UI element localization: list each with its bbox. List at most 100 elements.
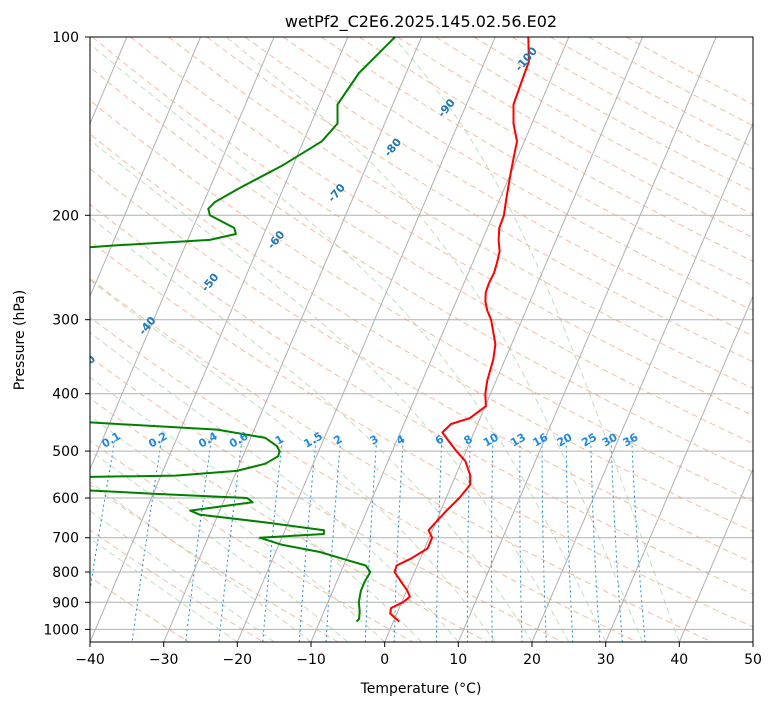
dry-adiabat-line (91, 37, 753, 445)
moist-adiabat-line (90, 510, 275, 642)
dry-adiabat-line (90, 240, 753, 628)
isotherm-line (457, 37, 717, 642)
mixing-ratio-label: 36 (621, 430, 641, 449)
x-tick-label: 40 (670, 652, 688, 668)
dry-adiabat-line (320, 37, 753, 287)
mixing-ratio-line (466, 440, 471, 642)
mixing-ratio-line (435, 440, 443, 642)
dry-adiabats (90, 37, 753, 642)
isopleth-labels: 0.1 0.2 0.4 0.6 1 1.5 2 3 4 6 8 10 13 16 20 25 30 36-100-… (90, 44, 641, 451)
isotherm-line (531, 122, 753, 642)
x-tick-label: −40 (75, 652, 105, 668)
dry-adiabat-line (90, 576, 190, 642)
isotherm-line (384, 37, 644, 642)
x-tick-label: 20 (523, 652, 541, 668)
moist-adiabat-line (90, 376, 422, 642)
y-tick-label: 100 (52, 30, 79, 46)
dry-adiabat-line (473, 37, 753, 192)
grid-lines (0, 10, 753, 654)
dry-adiabat-line (90, 278, 713, 642)
mixing-ratio-label: 25 (579, 431, 599, 450)
mixing-ratio-label: 13 (508, 431, 528, 450)
mixing-ratio-line (90, 440, 116, 593)
mixing-ratio-label: 30 (600, 430, 620, 449)
dry-adiabat-line (359, 37, 753, 263)
moist-adiabat-line (90, 279, 496, 642)
x-axis-label: Temperature (°C) (360, 681, 482, 697)
x-axis: −40 −30 −20 −10 0 10 20 30 40 50 (75, 642, 762, 668)
isotherm-label: -70 (325, 181, 348, 205)
profile-series (90, 37, 530, 623)
x-tick-label: −10 (296, 652, 326, 668)
mixing-ratio-line (590, 440, 601, 642)
x-tick-label: −30 (149, 652, 179, 668)
x-tick-label: −20 (223, 652, 253, 668)
dry-adiabat-line (90, 133, 753, 533)
mixing-ratio-label: 0.1 (99, 430, 122, 451)
y-tick-label: 1000 (43, 622, 79, 638)
mixing-ratio-line (364, 440, 378, 642)
y-tick-label: 800 (52, 565, 79, 581)
mixing-ratio-line (262, 440, 283, 642)
mixing-ratio-label: 1.5 (301, 430, 324, 451)
y-tick-label: 500 (52, 444, 79, 460)
moist-adiabat-line (392, 37, 680, 642)
isotherm-line (90, 37, 349, 642)
isotherm-line (90, 37, 202, 298)
dry-adiabat-line (206, 37, 753, 363)
dry-adiabat-line (282, 37, 753, 312)
isotherm-line (0, 10, 65, 654)
dewpoint-profile (90, 37, 396, 623)
dry-adiabat-line (90, 529, 265, 642)
moist-adiabat-line (90, 216, 533, 642)
x-tick-label: 0 (380, 652, 389, 668)
isotherm-label: -80 (381, 135, 404, 159)
y-tick-label: 300 (52, 313, 79, 329)
mixing-ratio-label: 0.4 (196, 429, 220, 450)
isotherm-line (605, 295, 753, 642)
dry-adiabat-line (130, 37, 753, 417)
mixing-ratio-label: 20 (555, 430, 575, 449)
y-tick-label: 700 (52, 531, 79, 547)
dry-adiabat-line (549, 37, 753, 148)
chart-title: wetPf2_C2E6.2025.145.02.56.E02 (285, 12, 557, 32)
mixing-ratio-line (565, 440, 574, 642)
isotherm-line (678, 467, 753, 642)
y-axis-label: Pressure (hPa) (12, 290, 28, 390)
isotherm-label: -60 (265, 228, 288, 252)
mixing-ratio-lines (90, 440, 646, 642)
moist-adiabat-line (90, 481, 312, 642)
plot-frame (89, 36, 754, 643)
dry-adiabat-line (244, 37, 753, 337)
mixing-ratio-line (185, 440, 212, 642)
y-tick-label: 600 (52, 491, 79, 507)
mixing-ratio-label: 10 (481, 430, 501, 449)
x-tick-label: 50 (744, 652, 762, 668)
isotherm-line (90, 37, 275, 471)
moist-adiabat-line (90, 537, 238, 642)
dry-adiabat-line (90, 66, 753, 473)
dry-adiabat-line (90, 483, 340, 642)
isotherm-line (90, 37, 128, 125)
moist-adiabat-line (90, 43, 607, 642)
mixing-ratio-line (325, 440, 342, 642)
isotherm-line (310, 37, 570, 642)
mixing-ratio-line (631, 440, 646, 642)
y-tick-label: 900 (52, 595, 79, 611)
dry-adiabat-line (90, 356, 564, 642)
dry-adiabat-line (168, 37, 753, 389)
isotherm-label: -90 (435, 96, 458, 120)
moist-adiabat-line (90, 331, 459, 642)
dry-adiabat-line (435, 37, 753, 215)
mixing-ratio-line (218, 440, 243, 642)
isotherm-line (752, 640, 753, 642)
y-tick-label: 400 (52, 387, 79, 403)
isotherm-line (236, 37, 496, 642)
dry-adiabat-line (588, 37, 753, 127)
dry-adiabat-line (90, 440, 414, 642)
moist-adiabat-line (90, 139, 570, 642)
mixing-ratio-line (491, 440, 494, 642)
mixing-ratio-label: 2 (331, 433, 344, 448)
mixing-ratio-line (541, 440, 547, 642)
